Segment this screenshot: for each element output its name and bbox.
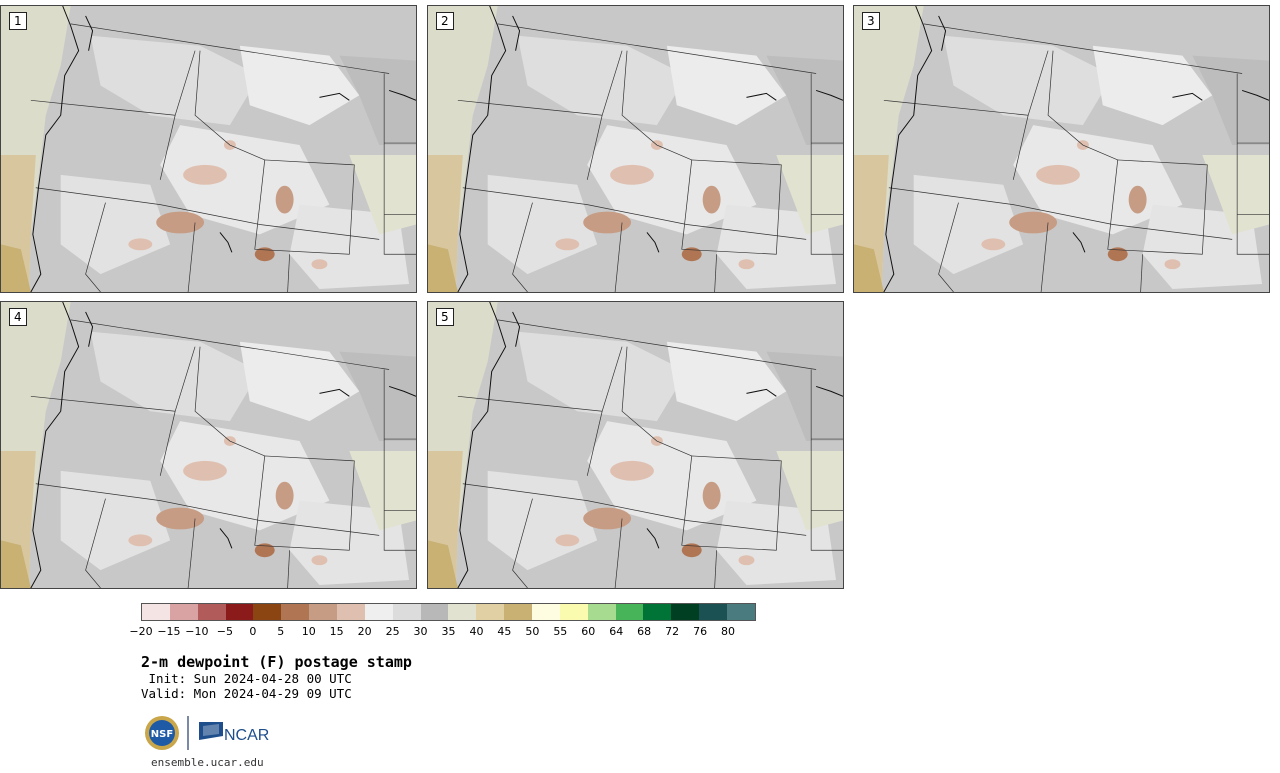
ncar-logo-text: NCAR (224, 727, 269, 744)
valid-time: Valid: Mon 2024-04-29 09 UTC (141, 686, 352, 701)
colorbar-tick-label: −5 (216, 625, 233, 638)
dewpoint-map (428, 302, 843, 588)
site-url[interactable]: ensemble.ucar.edu (151, 756, 264, 769)
map-panel-3: 3 (853, 5, 1270, 293)
colorbar-swatch (699, 604, 728, 620)
colorbar-swatch (309, 604, 338, 620)
colorbar-tick-label: 72 (665, 625, 680, 638)
colorbar-swatch (476, 604, 505, 620)
dewpoint-map (854, 6, 1269, 292)
dewpoint-map (1, 302, 416, 588)
map-panel-1: 1 (0, 5, 417, 293)
dewpoint-map (428, 6, 843, 292)
panel-number: 2 (436, 12, 454, 30)
colorbar-tick-label: 25 (385, 625, 400, 638)
colorbar-tick-label: −10 (185, 625, 209, 638)
logos: NSF NCAR (143, 714, 278, 754)
colorbar-tick-label: 45 (497, 625, 512, 638)
colorbar-tick-label: 40 (469, 625, 484, 638)
dewpoint-map (1, 6, 416, 292)
colorbar-swatch (643, 604, 672, 620)
colorbar-swatch (420, 604, 449, 620)
page-title: 2-m dewpoint (F) postage stamp (141, 653, 412, 671)
colorbar-swatch (225, 604, 254, 620)
colorbar-swatch (392, 604, 421, 620)
colorbar-swatch (253, 604, 282, 620)
colorbar-tick-label: 20 (357, 625, 372, 638)
colorbar-tick-label: 0 (249, 625, 257, 638)
ncar-logo: NCAR (199, 722, 269, 744)
colorbar-tick-label: 60 (581, 625, 596, 638)
map-panel-2: 2 (427, 5, 844, 293)
colorbar-swatch (197, 604, 226, 620)
colorbar-tick-label: −20 (129, 625, 153, 638)
colorbar-tick-label: 80 (721, 625, 736, 638)
colorbar-swatch (281, 604, 310, 620)
colorbar-swatch (587, 604, 616, 620)
colorbar-swatch (169, 604, 198, 620)
nsf-logo: NSF (145, 716, 179, 750)
colorbar-tick-label: 55 (553, 625, 568, 638)
panel-number: 3 (862, 12, 880, 30)
nsf-logo-text: NSF (151, 729, 173, 740)
colorbar (141, 603, 756, 621)
colorbar-tick-label: 30 (413, 625, 428, 638)
map-panel-5: 5 (427, 301, 844, 589)
colorbar-tick-label: 15 (329, 625, 344, 638)
colorbar-swatch (142, 604, 170, 620)
colorbar-tick-label: 35 (441, 625, 456, 638)
colorbar-swatch (532, 604, 560, 620)
colorbar-swatch (337, 604, 365, 620)
colorbar-swatch (364, 604, 393, 620)
colorbar-swatch (727, 604, 755, 620)
colorbar-swatch (504, 604, 533, 620)
colorbar-tick-label: 50 (525, 625, 540, 638)
panel-number: 1 (9, 12, 27, 30)
colorbar-swatch (615, 604, 644, 620)
colorbar-swatch (671, 604, 700, 620)
colorbar-tick-label: 5 (277, 625, 285, 638)
colorbar-ticks: −20 −15 −10 −5 0 5 10 15 20 25 30 35 40 45 50 55 60 64 68 7… (129, 625, 756, 639)
panel-number: 4 (9, 308, 27, 326)
colorbar-tick-label: 64 (609, 625, 624, 638)
colorbar-swatch (559, 604, 588, 620)
colorbar-tick-label: 10 (301, 625, 316, 638)
panel-number: 5 (436, 308, 454, 326)
init-time: Init: Sun 2024-04-28 00 UTC (141, 671, 352, 686)
colorbar-tick-label: −15 (157, 625, 181, 638)
map-panel-4: 4 (0, 301, 417, 589)
colorbar-tick-label: 76 (693, 625, 708, 638)
colorbar-tick-label: 68 (637, 625, 652, 638)
colorbar-swatch (448, 604, 477, 620)
